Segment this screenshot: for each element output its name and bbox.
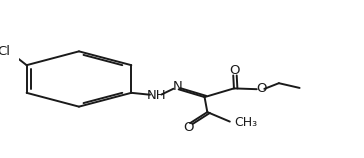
Text: Cl: Cl xyxy=(0,45,10,58)
Text: CH₃: CH₃ xyxy=(234,116,257,129)
Text: N: N xyxy=(173,80,182,93)
Text: O: O xyxy=(256,82,267,95)
Text: NH: NH xyxy=(147,89,167,103)
Text: O: O xyxy=(183,121,194,134)
Text: O: O xyxy=(229,64,240,77)
